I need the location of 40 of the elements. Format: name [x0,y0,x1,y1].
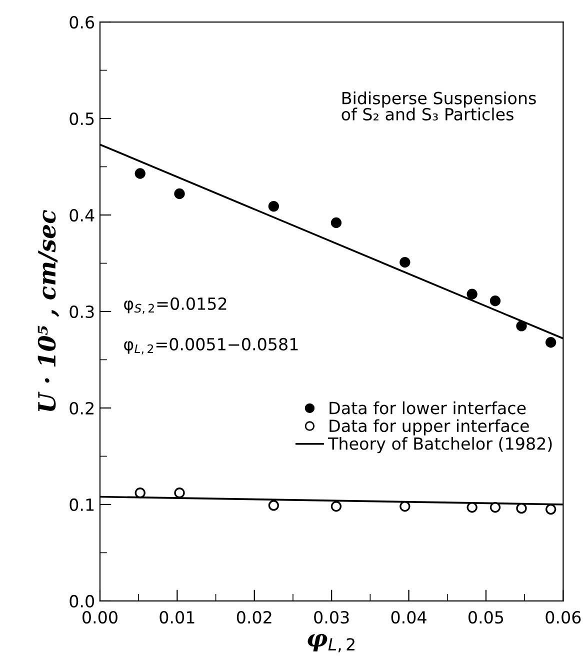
point [134,168,146,179]
y-tick-label: 0.5 [70,112,94,126]
point [516,503,527,514]
point [330,501,342,512]
point [134,488,146,498]
y-tick-label: 0.1 [70,498,94,512]
legend-label: Theory of Batchelor (1982) [328,437,552,454]
point [268,200,280,212]
y-tick-label: 0.6 [70,16,94,29]
x-tick-label: 0.02 [236,610,272,624]
y-axis-title: U · 10⁵ , cm/sec [38,210,60,412]
y-tick-label: 0.0 [70,594,94,608]
x-tick-label: 0.06 [546,610,581,624]
point [490,296,501,306]
x-tick-label: 0.04 [391,610,426,624]
point [174,188,185,200]
y-tick-label: 0.3 [70,305,94,318]
x-tick-label: 0.01 [160,610,194,624]
point [174,488,185,498]
x-axis-title: φ$_{L,2}$ [308,634,354,652]
point [545,504,556,515]
point [490,502,501,513]
legend-label: Data for lower interface [330,401,526,414]
x-tick-label: 0.05 [468,610,504,624]
annotation: Bidisperse Suspensions of S₂ and S₃ Particles [342,91,536,121]
x-tick-label: 0.00 [82,610,118,624]
annotation: φ$_{S,2}$=0.0152 [124,297,226,314]
legend-label: Data for upper interface [330,419,529,436]
point [268,500,280,511]
point [545,337,556,348]
annotation: φ$_{L,2}$=0.0051−0.0581 [124,338,298,354]
point [466,502,478,513]
y-tick-label: 0.2 [70,402,94,415]
x-tick-label: 0.03 [314,610,349,624]
point [400,256,410,268]
y-tick-label: 0.4 [70,208,94,222]
point [330,217,342,228]
point [466,288,478,300]
point [400,501,410,512]
point [516,320,527,332]
